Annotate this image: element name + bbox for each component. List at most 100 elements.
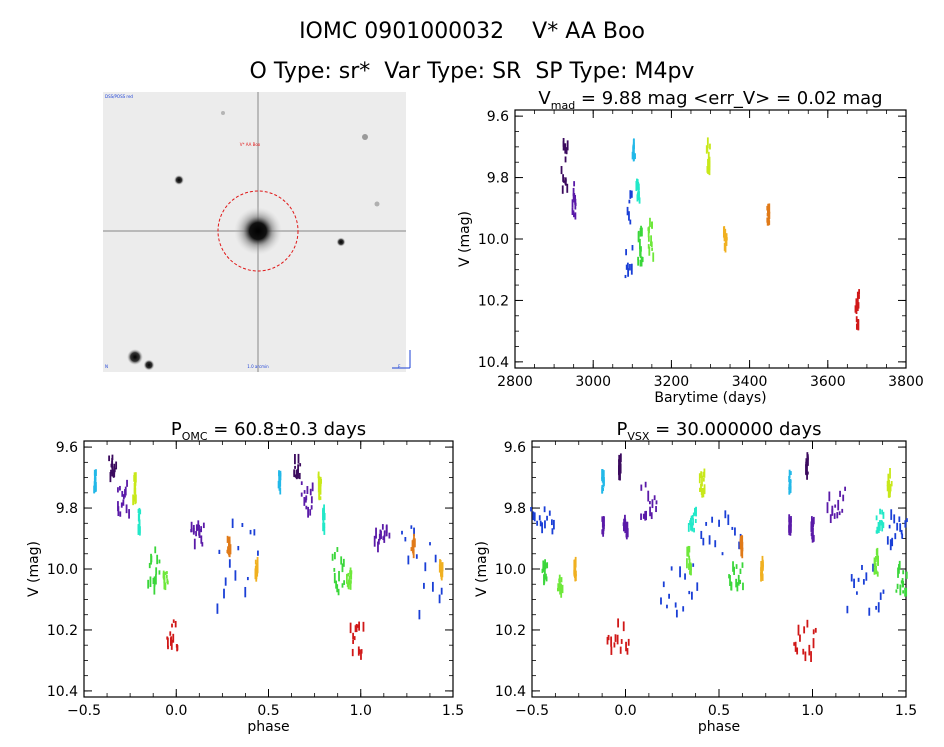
field-star xyxy=(336,237,346,247)
chart2-point xyxy=(690,526,692,531)
chart2-point xyxy=(686,546,689,557)
chart1-point xyxy=(415,554,418,559)
chart0-point xyxy=(652,252,655,262)
chart1-series-7 xyxy=(166,619,179,652)
chart2-point xyxy=(653,495,656,501)
chart1-series-13 xyxy=(293,453,302,480)
chart1-point xyxy=(190,521,193,533)
chart1-point xyxy=(306,486,309,494)
chart2-point xyxy=(642,513,645,519)
chart0-point xyxy=(768,203,771,214)
chart2-point xyxy=(733,566,735,576)
chart2-point xyxy=(879,508,881,515)
chart2-point xyxy=(829,514,832,524)
chart2-point xyxy=(610,636,613,647)
chart0-point xyxy=(629,219,632,225)
chart2-point xyxy=(896,522,899,531)
chart0-point xyxy=(640,246,642,252)
chart2-point xyxy=(690,515,693,520)
phase-omc-chart: −0.5 0.0 0.5 1.0 1.5 9.6 9.8 10.0 10.2 10.4 phase V… xyxy=(26,419,464,735)
chart0-point xyxy=(632,154,635,162)
chart2-point xyxy=(812,522,814,528)
chart2-point xyxy=(544,559,546,569)
chart0-ylabel: V (mag) xyxy=(457,211,473,267)
chart0-point xyxy=(855,323,858,330)
chart1-point xyxy=(337,588,340,596)
chart0-point xyxy=(856,291,859,301)
chart1-point xyxy=(244,586,247,598)
chart2-series-22 xyxy=(793,619,817,662)
chart0-point xyxy=(628,211,630,221)
chart1-point xyxy=(174,620,177,628)
chart2-point xyxy=(618,454,621,462)
chart1-point xyxy=(257,550,259,556)
chart1-point xyxy=(297,464,300,472)
chart1-point xyxy=(410,547,413,552)
chart1-series-21 xyxy=(401,525,443,620)
chart1-point xyxy=(170,639,173,650)
chart0-point xyxy=(564,179,567,186)
chart2-point xyxy=(888,485,891,493)
chart1-point xyxy=(383,530,386,537)
chart1-point xyxy=(228,559,231,568)
chart1-series-11 xyxy=(254,556,259,582)
chart1-point xyxy=(412,549,415,559)
chart0-point xyxy=(767,209,769,216)
chart1-point xyxy=(200,526,203,533)
chart2-point xyxy=(552,519,555,530)
chart1-point xyxy=(305,495,308,501)
chart2-point xyxy=(690,563,692,571)
chart2-point xyxy=(886,536,889,545)
chart2-point xyxy=(760,572,762,582)
chart2-point xyxy=(702,537,705,546)
chart2-point xyxy=(708,535,711,545)
chart1-point xyxy=(198,528,201,538)
chart2-point xyxy=(666,604,668,609)
chart2-point xyxy=(833,513,836,519)
chart1-point xyxy=(336,584,339,593)
chart1-xtick-label: 0.5 xyxy=(257,703,279,719)
chart2-point xyxy=(543,574,546,584)
chart1-point xyxy=(331,553,334,561)
chart1-point xyxy=(378,533,381,541)
chart0-point xyxy=(724,243,727,253)
chart2-xtick-label: 1.5 xyxy=(895,703,917,719)
chart1-series-22 xyxy=(410,533,416,559)
chart1-point xyxy=(347,580,350,590)
chart2-ytick-label: 10.2 xyxy=(495,623,526,639)
chart1-series-19 xyxy=(349,621,365,660)
chart2-point xyxy=(740,538,743,550)
chart2-point xyxy=(687,523,690,532)
chart1-series-10 xyxy=(226,535,232,558)
chart2-point xyxy=(694,519,697,524)
chart2-point xyxy=(875,515,878,521)
chart1-point xyxy=(323,522,326,528)
chart1-point xyxy=(413,540,416,548)
chart2-series-21 xyxy=(810,516,815,543)
lightcurve-chart: 2800 3000 3200 3400 3600 3800 9.6 9.8 10.0 10.2 10… xyxy=(457,88,924,406)
chart1-point xyxy=(256,562,259,574)
sky-image-source-label: DSS/POSS red xyxy=(105,94,133,99)
chart1-point xyxy=(156,554,159,565)
chart2-point xyxy=(692,512,695,517)
chart2-point xyxy=(874,562,877,568)
chart2-series-12 xyxy=(687,506,697,533)
chart0-point xyxy=(723,232,726,242)
chart2-point xyxy=(538,515,541,521)
chart2-point xyxy=(700,483,702,491)
chart0-point xyxy=(854,305,857,313)
chart2-point xyxy=(805,471,808,476)
chart2-point xyxy=(625,525,628,537)
chart0-point xyxy=(641,256,644,263)
field-star xyxy=(374,201,380,207)
chart2-point xyxy=(613,642,616,648)
chart2-point xyxy=(877,525,880,533)
chart0-point xyxy=(650,235,653,243)
chart2-point xyxy=(688,590,691,595)
chart0-ytick-label: 9.8 xyxy=(487,171,509,187)
chart2-point xyxy=(624,514,626,522)
chart1-point xyxy=(410,525,413,529)
chart1-point xyxy=(227,541,230,553)
chart1-point xyxy=(134,488,137,496)
chart2-point xyxy=(804,651,807,662)
